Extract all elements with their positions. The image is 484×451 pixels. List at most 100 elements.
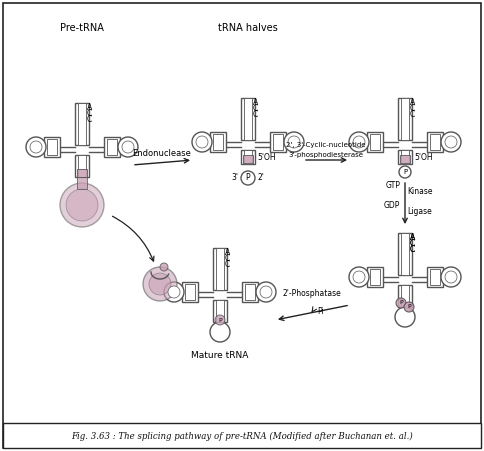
Bar <box>47 139 57 155</box>
Circle shape <box>445 136 457 148</box>
Text: 5'OH: 5'OH <box>257 153 275 162</box>
Text: GTP: GTP <box>385 180 400 189</box>
Circle shape <box>241 171 255 185</box>
Circle shape <box>149 273 171 295</box>
Circle shape <box>122 141 134 153</box>
Circle shape <box>143 267 177 301</box>
Circle shape <box>168 286 180 298</box>
Text: C: C <box>253 110 258 119</box>
Text: P: P <box>403 169 407 175</box>
Bar <box>213 248 227 290</box>
Bar <box>78 155 86 177</box>
Text: 2', 3'-Cyclic-nucleotide: 2', 3'-Cyclic-nucleotide <box>286 142 366 148</box>
Bar <box>241 150 255 164</box>
Bar <box>401 150 409 164</box>
Text: C: C <box>410 239 415 248</box>
Circle shape <box>260 286 272 298</box>
Bar <box>243 155 253 163</box>
Text: P: P <box>407 304 411 309</box>
Bar <box>401 233 409 275</box>
Text: P: P <box>246 174 250 183</box>
Bar <box>367 132 383 152</box>
Text: Pi: Pi <box>317 307 324 316</box>
Bar <box>77 177 87 189</box>
Text: C: C <box>87 115 92 124</box>
Text: GDP: GDP <box>384 201 400 210</box>
Bar <box>427 267 443 287</box>
Bar <box>244 98 252 140</box>
Text: A: A <box>87 103 92 112</box>
Bar <box>401 285 409 307</box>
Text: Fig. 3.63 : The splicing pathway of pre-tRNA (Modified after Buchanan et. al.): Fig. 3.63 : The splicing pathway of pre-… <box>71 432 413 441</box>
Text: C: C <box>410 245 415 254</box>
Text: A: A <box>225 248 230 257</box>
Text: Endonuclease: Endonuclease <box>133 149 192 158</box>
Text: A: A <box>253 98 258 107</box>
Text: Ligase: Ligase <box>407 207 432 216</box>
Circle shape <box>30 141 42 153</box>
Text: A: A <box>410 233 415 242</box>
Circle shape <box>196 136 208 148</box>
Bar <box>245 284 255 300</box>
Circle shape <box>26 137 46 157</box>
Circle shape <box>349 267 369 287</box>
Circle shape <box>210 322 230 342</box>
Circle shape <box>441 267 461 287</box>
Circle shape <box>66 189 98 221</box>
Circle shape <box>353 271 365 283</box>
Text: C: C <box>253 104 258 113</box>
Bar <box>210 132 226 152</box>
Bar <box>430 269 440 285</box>
Circle shape <box>215 315 225 325</box>
Circle shape <box>288 136 300 148</box>
Bar <box>430 134 440 150</box>
Bar <box>77 169 87 177</box>
Text: 3'-phosphodiesterase: 3'-phosphodiesterase <box>288 152 363 158</box>
Text: 5'OH: 5'OH <box>414 153 433 162</box>
Text: C: C <box>410 245 415 254</box>
Bar <box>273 134 283 150</box>
Bar <box>182 282 198 302</box>
Text: Mature tRNA: Mature tRNA <box>191 350 249 359</box>
Circle shape <box>349 132 369 152</box>
Bar <box>216 300 224 322</box>
Text: C: C <box>225 260 230 269</box>
Bar <box>367 267 383 287</box>
Bar <box>370 269 380 285</box>
Bar <box>213 134 223 150</box>
Bar <box>398 285 412 307</box>
Text: Pre-tRNA: Pre-tRNA <box>60 23 104 33</box>
Bar <box>78 103 86 145</box>
Circle shape <box>60 183 104 227</box>
Text: C: C <box>410 104 415 113</box>
Text: Kinase: Kinase <box>407 187 433 195</box>
Bar <box>270 132 286 152</box>
Text: A: A <box>410 233 415 242</box>
Circle shape <box>256 282 276 302</box>
Text: 2'-Phosphatase: 2'-Phosphatase <box>283 289 341 298</box>
Circle shape <box>118 137 138 157</box>
Text: A: A <box>410 98 415 107</box>
Text: C: C <box>225 254 230 263</box>
Text: 3': 3' <box>231 174 238 183</box>
Circle shape <box>441 132 461 152</box>
Bar <box>242 282 258 302</box>
Circle shape <box>284 132 304 152</box>
Circle shape <box>399 166 411 178</box>
Text: C: C <box>410 110 415 119</box>
Bar <box>244 150 252 164</box>
Bar <box>398 150 412 164</box>
Text: C: C <box>410 239 415 248</box>
Bar <box>398 98 412 140</box>
Bar <box>400 155 410 163</box>
Circle shape <box>445 271 457 283</box>
Circle shape <box>395 307 415 327</box>
Bar <box>398 233 412 275</box>
Bar <box>75 103 89 145</box>
Bar <box>107 139 117 155</box>
Text: tRNA halves: tRNA halves <box>218 23 278 33</box>
Text: 2': 2' <box>258 174 265 183</box>
Bar <box>213 300 227 322</box>
Circle shape <box>192 132 212 152</box>
Bar <box>216 248 224 290</box>
